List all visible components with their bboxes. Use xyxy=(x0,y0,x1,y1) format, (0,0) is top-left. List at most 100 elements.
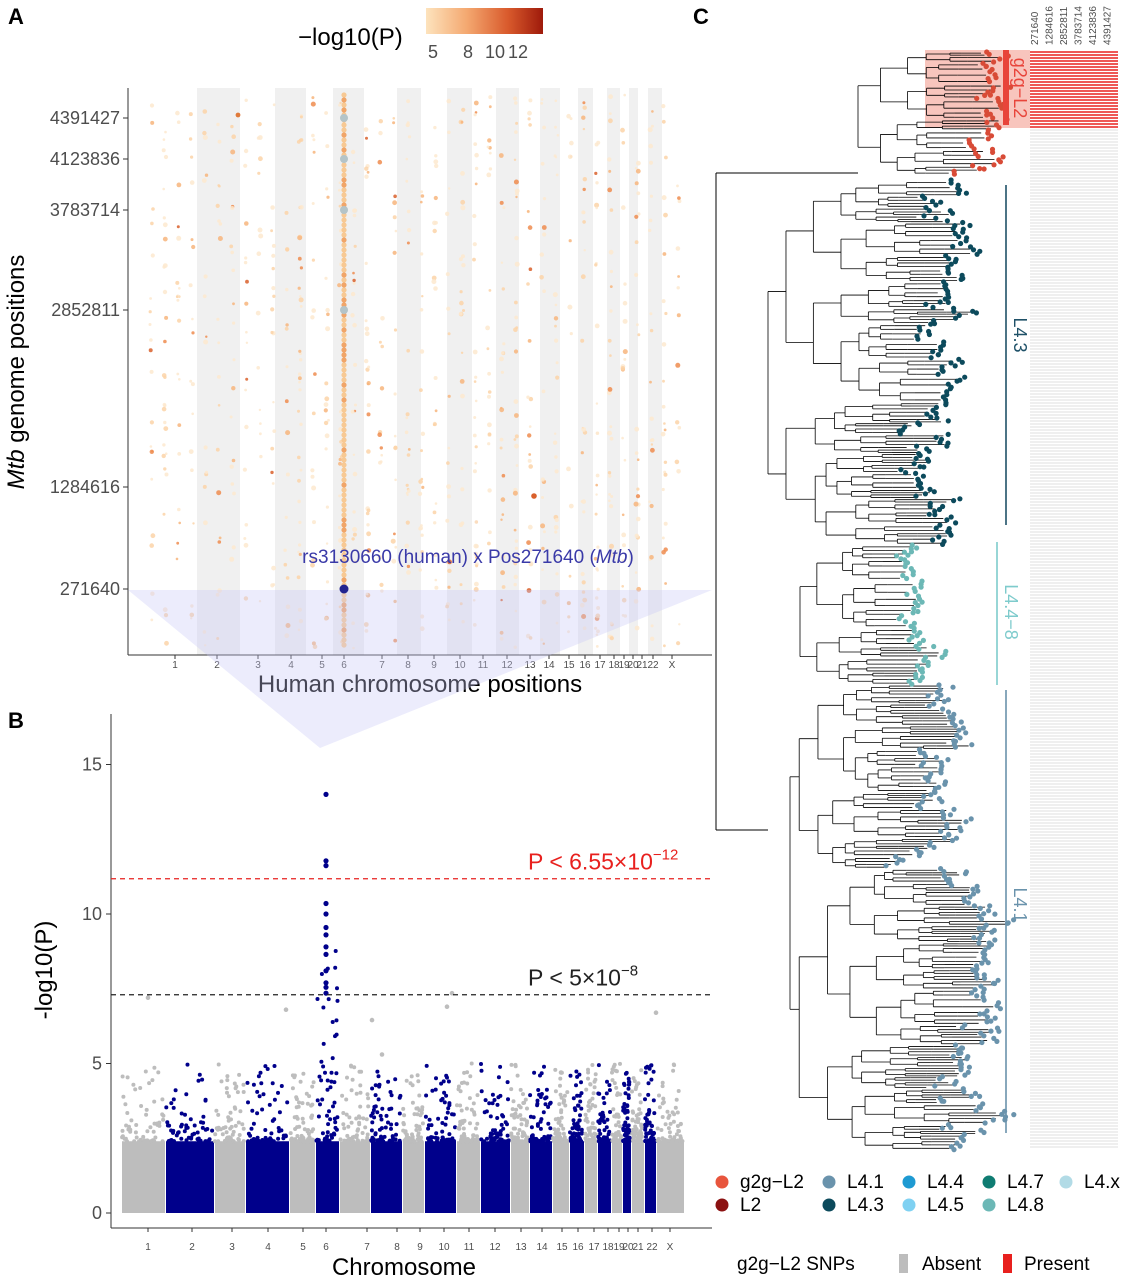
snp-point xyxy=(539,1092,544,1096)
association-dot xyxy=(541,568,544,571)
association-dot xyxy=(581,499,586,504)
chr6-column-dot xyxy=(341,107,347,113)
threshold-lines: P < 6.55×10−12P < 5×10−8 xyxy=(111,847,712,996)
association-dot xyxy=(259,422,262,425)
association-dot xyxy=(582,626,587,630)
tree-tip xyxy=(913,455,919,462)
association-dot xyxy=(488,151,492,155)
association-dot xyxy=(324,396,330,402)
colorbar-title: −log10(P) xyxy=(298,24,403,51)
association-dot xyxy=(271,266,275,271)
tree-tip xyxy=(933,202,939,208)
association-dot xyxy=(432,510,437,515)
association-dot xyxy=(609,309,613,313)
association-dot xyxy=(177,423,182,427)
association-dot xyxy=(499,630,504,635)
chr6-column-dot xyxy=(341,387,347,393)
tree-tip xyxy=(950,684,956,690)
snp-point xyxy=(309,1115,314,1120)
association-dot xyxy=(191,317,194,321)
association-dot xyxy=(542,232,547,237)
tree-tip xyxy=(900,857,906,863)
snp-point xyxy=(469,1107,474,1112)
association-dot xyxy=(338,494,341,498)
snp-point xyxy=(335,998,340,1003)
association-dot xyxy=(176,182,182,188)
snp-point xyxy=(630,1109,635,1114)
tree-tip xyxy=(944,824,950,831)
snp-point xyxy=(546,1121,551,1126)
snp-point xyxy=(505,1138,510,1143)
tree-tip xyxy=(942,296,948,302)
association-dot xyxy=(661,404,666,409)
tree-tip xyxy=(976,925,982,931)
snp-point xyxy=(647,1066,652,1071)
association-dot xyxy=(540,101,544,105)
chr6-column-dot xyxy=(341,247,347,253)
tree-tip xyxy=(922,195,928,201)
association-dot xyxy=(407,489,411,493)
snp-point xyxy=(335,986,339,991)
association-dot xyxy=(499,407,505,413)
snp-point xyxy=(626,1082,631,1087)
snp-point xyxy=(160,1097,165,1102)
snp-point xyxy=(495,1134,500,1139)
association-dot xyxy=(433,376,438,380)
association-dot xyxy=(594,263,598,267)
chr6-column-dot xyxy=(341,532,347,538)
tree-tip xyxy=(950,1053,956,1060)
association-dot xyxy=(556,134,560,137)
peak-snp-point xyxy=(323,924,329,931)
snp-point xyxy=(397,1138,402,1143)
association-dot xyxy=(447,332,451,336)
association-dot xyxy=(245,377,249,381)
association-dot xyxy=(678,623,681,626)
chr6-column-dot xyxy=(341,522,347,528)
chr6-column-dot xyxy=(341,597,347,603)
snp-point xyxy=(366,1096,371,1101)
snp-point xyxy=(531,1139,536,1144)
tree-tip xyxy=(939,1125,945,1131)
association-dot xyxy=(352,281,356,285)
snp-point xyxy=(666,1115,671,1120)
snp-column-header: 4391427 xyxy=(1103,6,1114,45)
chr6-column-dot xyxy=(341,362,347,368)
association-dot xyxy=(394,229,398,233)
snp-point xyxy=(615,1091,620,1096)
association-dot xyxy=(446,461,450,465)
snp-point xyxy=(165,1120,170,1125)
chr6-column-dot xyxy=(341,622,347,628)
snp-point xyxy=(317,1074,322,1079)
association-dot xyxy=(608,474,612,478)
snp-point xyxy=(558,1076,563,1081)
association-dot xyxy=(151,450,154,453)
tree-tip xyxy=(919,669,926,675)
association-dot xyxy=(191,331,195,335)
tree-tip xyxy=(938,347,944,353)
clade-label: L4.4−8 xyxy=(1001,584,1021,640)
association-dot xyxy=(162,187,165,191)
snp-point xyxy=(671,1068,676,1073)
tree-tip xyxy=(963,819,969,825)
snp-point xyxy=(586,1104,591,1108)
tree-tip xyxy=(944,218,951,224)
highlight-label-italic: Mtb xyxy=(596,547,628,568)
association-dot xyxy=(499,200,504,205)
tree-tip xyxy=(946,832,952,838)
clade-label: L4.3 xyxy=(1010,317,1030,352)
tree-tip xyxy=(928,321,934,327)
association-dot xyxy=(259,454,263,459)
association-dot xyxy=(474,581,479,587)
snp-point xyxy=(195,1130,200,1135)
association-dot xyxy=(513,528,517,532)
tree-tip xyxy=(959,359,965,365)
tree-tip xyxy=(981,1033,987,1039)
b-x-tick-label: 1 xyxy=(145,1242,151,1253)
snp-point xyxy=(347,1115,352,1120)
snp-point xyxy=(646,1081,651,1086)
chromosome-snp-block xyxy=(403,1141,424,1213)
association-dot xyxy=(634,214,639,219)
tree-tip xyxy=(956,727,962,733)
snp-point xyxy=(645,1119,650,1124)
chr6-column-dot xyxy=(341,412,347,418)
